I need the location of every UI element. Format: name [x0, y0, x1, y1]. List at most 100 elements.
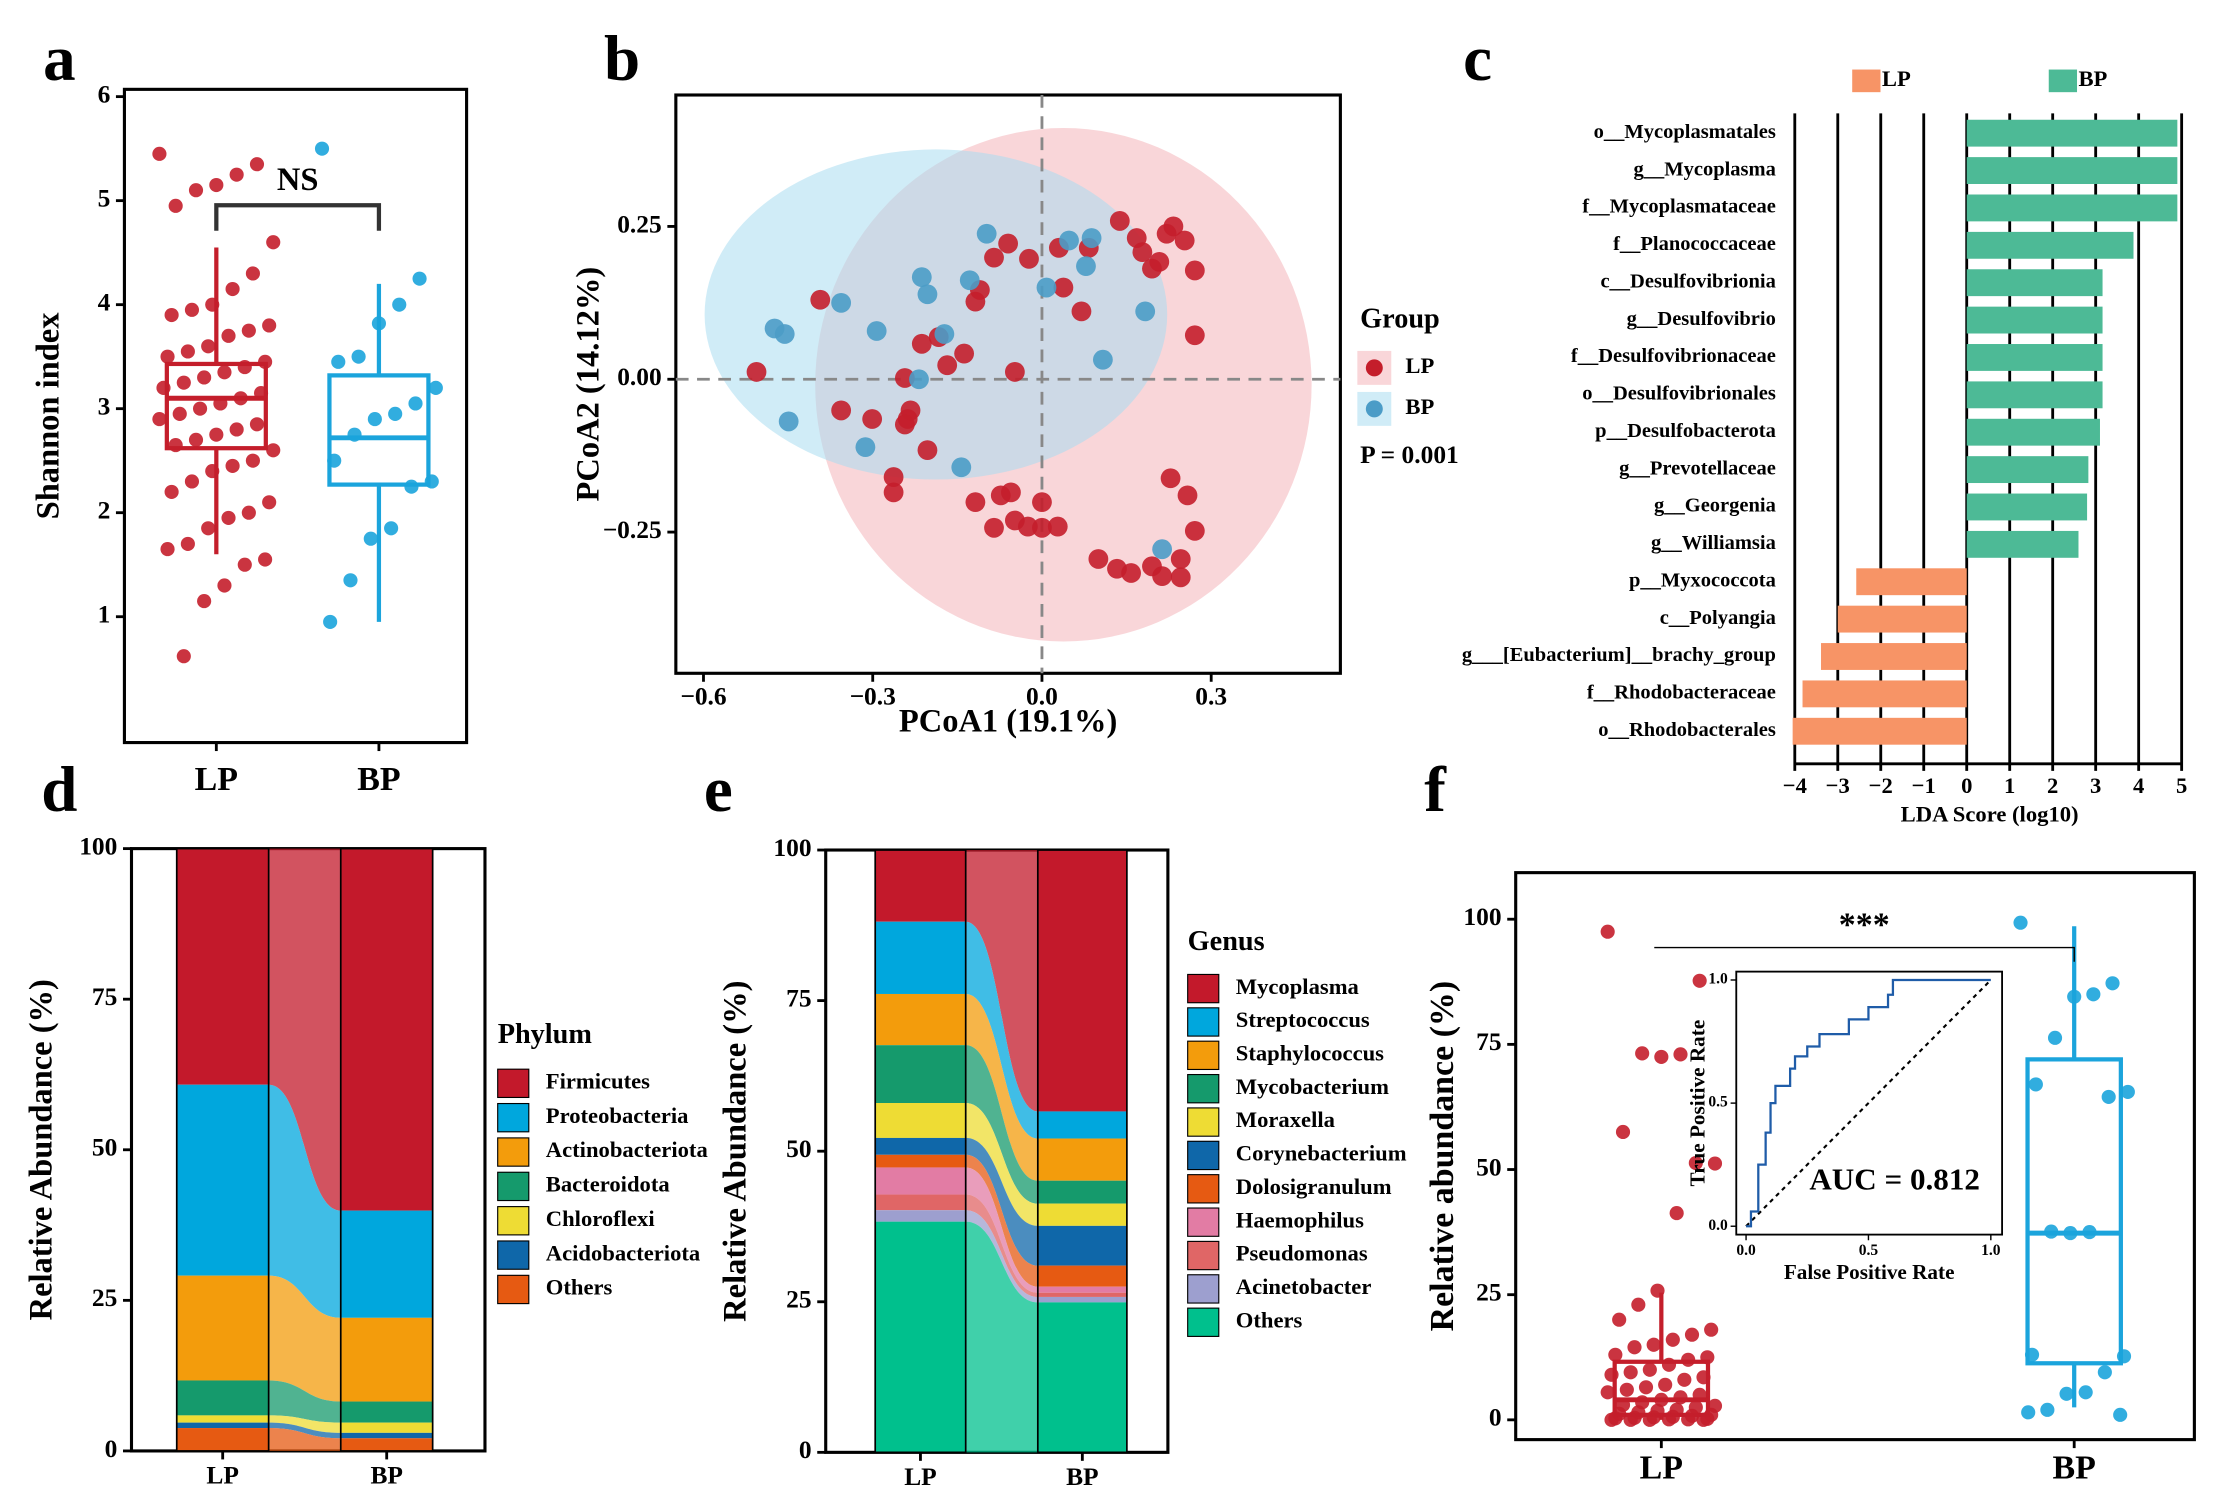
- point: [1650, 1283, 1665, 1298]
- point: [2044, 1224, 2059, 1239]
- bar-segment: [1037, 1296, 1127, 1303]
- bar-segment: [176, 1415, 269, 1423]
- point: [2086, 987, 2101, 1002]
- y-tick-label: 25: [92, 1283, 117, 1312]
- point: [1604, 1412, 1619, 1427]
- y-axis-title: Shannon index: [30, 312, 66, 520]
- point: [1184, 260, 1205, 281]
- x-tick-label: 1: [2004, 773, 2015, 798]
- legend-marker: [1365, 359, 1383, 377]
- legend-key: [2048, 69, 2078, 93]
- point: [249, 417, 265, 432]
- point: [1646, 1337, 1661, 1352]
- significance-line: [1654, 946, 2075, 962]
- point: [1654, 1392, 1669, 1407]
- x-tick-label: 0.0: [1026, 682, 1058, 711]
- legend-key: [497, 1068, 530, 1099]
- legend-key: [497, 1171, 530, 1202]
- point: [2028, 1077, 2043, 1092]
- legend-key: [1187, 1207, 1220, 1237]
- point: [1677, 1372, 1692, 1387]
- point: [258, 552, 273, 567]
- legend-label: Others: [1236, 1307, 1303, 1332]
- legend-key: [497, 1102, 530, 1133]
- y-tick-label: 75: [92, 982, 117, 1011]
- point: [2021, 1405, 2036, 1420]
- point: [2097, 1365, 2112, 1380]
- y-tick-label: 50: [92, 1133, 117, 1162]
- point: [233, 391, 248, 406]
- y-tick-label: 100: [79, 831, 117, 860]
- bar-segment: [1037, 1111, 1127, 1139]
- point: [2047, 1030, 2063, 1045]
- x-tick-label: −3: [1826, 773, 1850, 798]
- legend-label: Haemophilus: [1236, 1207, 1364, 1232]
- y-tick-label: 0: [105, 1434, 118, 1463]
- y-tick-label: 50: [1476, 1152, 1501, 1181]
- inset-y-tick-label: 0.0: [1708, 1217, 1728, 1234]
- legend-key: [1187, 1107, 1220, 1137]
- bar-segment: [875, 1103, 966, 1138]
- point: [1604, 1367, 1619, 1382]
- point: [205, 297, 220, 312]
- category-label: f__Planococcaceae: [1613, 233, 1776, 255]
- point: [1132, 242, 1153, 263]
- point: [911, 333, 932, 354]
- point: [363, 531, 378, 546]
- chance-line: [1745, 979, 1992, 1227]
- point: [237, 557, 252, 572]
- category-label: g__Georgenia: [1654, 495, 1776, 517]
- x-tick-label: 3: [2090, 773, 2101, 798]
- point: [160, 542, 175, 557]
- legend-label: Corynebacterium: [1236, 1141, 1407, 1166]
- plot-frame: [122, 87, 469, 745]
- legend-key: [1187, 1140, 1220, 1171]
- point: [1036, 277, 1057, 298]
- bar-segment: [875, 1154, 966, 1168]
- flow: [965, 850, 1038, 1112]
- point: [831, 292, 852, 313]
- bar-segment: [1037, 1203, 1127, 1226]
- point: [1642, 1412, 1657, 1427]
- category-label: f__Rhodobacteraceae: [1587, 682, 1776, 704]
- category-label: p__Desulfobacterota: [1595, 420, 1776, 442]
- point: [172, 406, 187, 421]
- point: [2013, 915, 2028, 930]
- point: [855, 437, 876, 458]
- flow: [965, 1154, 1038, 1287]
- flow: [965, 1103, 1038, 1226]
- point: [1654, 1049, 1669, 1064]
- bar: [1966, 456, 2089, 484]
- point: [1174, 230, 1195, 251]
- legend-title: Group: [1360, 304, 1440, 335]
- point: [258, 354, 273, 369]
- inset-x-tick-label: 0.0: [1736, 1242, 1756, 1259]
- point: [184, 302, 200, 317]
- legend-key: [1187, 1240, 1220, 1271]
- point: [1631, 1297, 1646, 1312]
- point: [412, 271, 427, 286]
- y-tick-label: 75: [786, 983, 811, 1012]
- point: [245, 453, 260, 468]
- point: [221, 328, 236, 343]
- flow: [965, 921, 1038, 1139]
- bar-segment: [1037, 1180, 1127, 1204]
- point: [1700, 1350, 1715, 1365]
- y-tick-label: 2: [98, 496, 111, 525]
- point: [201, 521, 216, 536]
- point: [164, 484, 179, 499]
- point: [327, 453, 342, 468]
- point: [917, 284, 938, 305]
- point: [2059, 1386, 2074, 1401]
- roc-curve: [1746, 978, 1991, 1228]
- flow: [268, 1415, 341, 1433]
- y-tick-label: 1: [98, 600, 111, 629]
- point: [1684, 1327, 1700, 1342]
- inset-x-title: False Positive Rate: [1784, 1260, 1955, 1284]
- point: [1638, 1380, 1654, 1395]
- point: [404, 479, 419, 494]
- point: [1661, 1412, 1677, 1427]
- bar-segment: [340, 1210, 433, 1318]
- plot-frame: [674, 93, 1342, 675]
- point: [1600, 924, 1615, 939]
